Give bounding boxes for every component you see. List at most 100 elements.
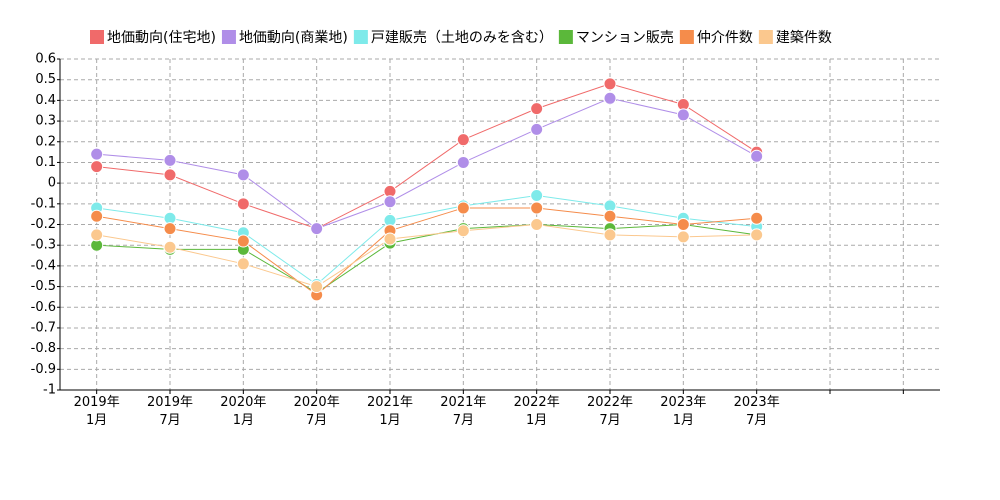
point: [530, 218, 544, 231]
x-tick-label-line: 1月: [379, 413, 400, 428]
legend-swatch: [221, 30, 236, 44]
point: [750, 211, 764, 225]
point: [90, 160, 104, 174]
legend-swatch: [353, 30, 368, 44]
y-tick-label: -0.1: [31, 196, 56, 211]
point: [456, 224, 470, 238]
series-line: [96, 207, 757, 296]
x-tick-label-line: 2019年: [147, 395, 193, 410]
x-tick-label: 2022年 7月: [587, 395, 633, 428]
point: [90, 228, 104, 242]
x-tick-label-line: 2023年: [734, 395, 780, 410]
point: [310, 280, 324, 294]
point: [383, 232, 397, 246]
y-tick-label: 0.3: [35, 114, 56, 129]
legend-swatch: [758, 30, 773, 44]
x-tick-label: 2019年 7月: [147, 395, 193, 428]
x-tick-label-line: 2022年: [587, 395, 633, 410]
x-tick-label: 2021年 7月: [440, 395, 486, 428]
legend-label: 建築件数: [776, 30, 832, 46]
x-tick-label-line: 2022年: [514, 395, 560, 410]
y-tick-label: 0.4: [35, 93, 56, 108]
point: [456, 201, 470, 215]
x-tick-label-line: 2021年: [367, 395, 413, 410]
legend-label: マンション販売: [576, 30, 674, 46]
point: [90, 147, 104, 161]
point: [676, 230, 690, 244]
x-tick-label-line: 2021年: [440, 395, 486, 410]
point: [163, 153, 177, 167]
x-tick-label-line: 2020年: [220, 395, 266, 410]
series-line: [96, 223, 757, 288]
x-tick-label-line: 1月: [233, 413, 254, 428]
y-tick-label: 0.5: [35, 72, 56, 87]
y-tick-label: -0.7: [31, 320, 56, 335]
point: [163, 222, 177, 236]
point: [750, 228, 764, 242]
y-tick-label: -0.8: [31, 341, 56, 356]
series-line: [96, 97, 757, 230]
point: [530, 102, 544, 116]
x-tick-label-line: 2020年: [294, 395, 340, 410]
legend-label: 仲介件数: [697, 30, 753, 46]
x-tick-label: 2021年 1月: [367, 395, 413, 428]
point: [676, 218, 690, 231]
point: [603, 209, 617, 223]
point: [236, 168, 250, 182]
point: [310, 222, 324, 236]
x-tick-label-line: 7月: [746, 413, 767, 428]
x-tick-label-line: 7月: [453, 413, 474, 428]
x-tick-label-line: 2019年: [74, 395, 120, 410]
legend-swatch: [90, 30, 104, 44]
point: [530, 201, 544, 215]
y-tick-label: -0.9: [31, 362, 56, 377]
x-tick-label-line: 1月: [526, 413, 547, 428]
series-line: [96, 195, 757, 286]
point: [236, 197, 250, 211]
y-tick-label: 0.2: [35, 134, 56, 149]
x-tick-label: 2020年 7月: [294, 395, 340, 428]
y-tick-label: -0.4: [31, 258, 56, 273]
x-tick-label: 2023年 1月: [660, 395, 706, 428]
legend-swatch: [558, 30, 573, 44]
point: [236, 257, 250, 271]
point: [676, 108, 690, 122]
point: [530, 122, 544, 136]
legend-label: 地価動向(商業地): [239, 30, 348, 46]
x-tick-label: 2020年 1月: [220, 395, 266, 428]
point: [456, 133, 470, 147]
y-tick-label: -1: [43, 383, 56, 398]
y-tick-label: 0.1: [35, 155, 56, 170]
point: [383, 195, 397, 209]
point: [603, 77, 617, 91]
point: [236, 234, 250, 248]
x-tick-label-line: 2023年: [660, 395, 706, 410]
point: [603, 228, 617, 242]
x-tick-label-line: 7月: [306, 413, 327, 428]
x-tick-label: 2019年 1月: [74, 395, 120, 428]
x-tick-label-line: 7月: [599, 413, 620, 428]
y-tick-label: -0.3: [31, 238, 56, 253]
y-tick-label: -0.6: [31, 300, 56, 315]
legend-swatch: [679, 30, 694, 44]
x-tick-label-line: 7月: [159, 413, 180, 428]
point: [90, 209, 104, 223]
y-tick-label: 0.6: [35, 52, 56, 67]
legend-label: 戸建販売（土地のみを含む）: [371, 30, 553, 46]
x-tick-label: 2023年 7月: [734, 395, 780, 428]
point: [750, 149, 764, 163]
point: [456, 155, 470, 169]
point: [603, 91, 617, 105]
point: [530, 189, 544, 203]
legend-label: 地価動向(住宅地): [107, 30, 216, 46]
y-tick-label: 0: [48, 176, 56, 191]
series-line: [96, 223, 757, 294]
series-line: [96, 83, 757, 230]
y-tick-label: -0.2: [31, 217, 56, 232]
y-tick-label: -0.5: [31, 279, 56, 294]
x-tick-label-line: 1月: [673, 413, 694, 428]
x-tick-label-line: 1月: [86, 413, 107, 428]
x-tick-label: 2022年 1月: [514, 395, 560, 428]
